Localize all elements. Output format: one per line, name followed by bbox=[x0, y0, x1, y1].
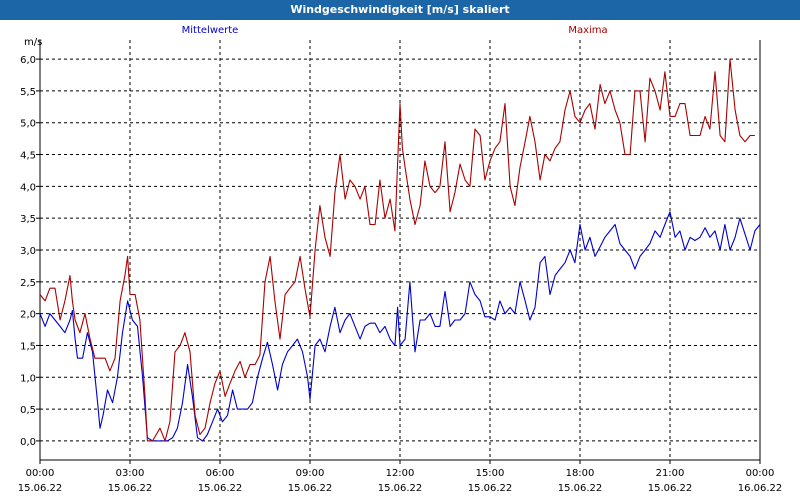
y-tick-label: 5,5 bbox=[20, 87, 36, 98]
x-tick-label-time: 09:00 bbox=[296, 468, 325, 479]
y-tick-label: 1,0 bbox=[20, 373, 36, 384]
x-tick-label-time: 00:00 bbox=[746, 468, 775, 479]
x-tick-label-date: 15.06.22 bbox=[648, 483, 693, 494]
x-tick-label-date: 15.06.22 bbox=[108, 483, 153, 494]
series-layer bbox=[39, 58, 761, 442]
x-tick-label-date: 15.06.22 bbox=[558, 483, 603, 494]
x-tick-label-time: 12:00 bbox=[386, 468, 415, 479]
x-tick-label-date: 15.06.22 bbox=[378, 483, 423, 494]
y-tick-label: 2,5 bbox=[20, 278, 36, 289]
legend-maxima: Maxima bbox=[568, 25, 607, 36]
wind-speed-chart: 0,0 0,5 1,0 1,5 2,0 2,5 3,0 3,5 4,0 4,5 5,0 5,5 6,0 0… bbox=[0, 20, 800, 500]
y-tick-label: 0,0 bbox=[20, 437, 36, 448]
axis-labels: 0,0 0,5 1,0 1,5 2,0 2,5 3,0 3,5 4,0 4,5 5,0 5,5 6,0 0… bbox=[18, 55, 783, 494]
x-tick-label-date: 16.06.22 bbox=[738, 483, 783, 494]
x-tick-label-time: 03:00 bbox=[116, 468, 145, 479]
chart-axes bbox=[36, 40, 761, 464]
chart-title: Windgeschwindigkeit [m/s] skaliert bbox=[0, 0, 800, 20]
x-tick-label-time: 00:00 bbox=[26, 468, 55, 479]
x-tick-label-time: 18:00 bbox=[566, 468, 595, 479]
chart-grid bbox=[40, 40, 760, 460]
series-line-mittelwerte bbox=[39, 211, 761, 442]
y-tick-label: 0,5 bbox=[20, 405, 36, 416]
series-line-maxima bbox=[39, 58, 755, 442]
y-tick-label: 5,0 bbox=[20, 119, 36, 130]
y-tick-label: 1,5 bbox=[20, 341, 36, 352]
y-tick-label: 6,0 bbox=[20, 55, 36, 66]
x-tick-label-date: 15.06.22 bbox=[468, 483, 513, 494]
y-tick-label: 3,5 bbox=[20, 214, 36, 225]
y-tick-label: 4,0 bbox=[20, 182, 36, 193]
x-tick-label-time: 15:00 bbox=[476, 468, 505, 479]
x-tick-label-time: 21:00 bbox=[656, 468, 685, 479]
y-tick-label: 4,5 bbox=[20, 151, 36, 162]
x-tick-label-time: 06:00 bbox=[206, 468, 235, 479]
legend-mittelwerte: Mittelwerte bbox=[182, 25, 239, 36]
y-tick-label: 3,0 bbox=[20, 246, 36, 257]
y-axis-unit-label: m/s bbox=[24, 37, 42, 48]
x-tick-label-date: 15.06.22 bbox=[288, 483, 333, 494]
x-tick-label-date: 15.06.22 bbox=[18, 483, 63, 494]
y-tick-label: 2,0 bbox=[20, 310, 36, 321]
x-tick-label-date: 15.06.22 bbox=[198, 483, 243, 494]
